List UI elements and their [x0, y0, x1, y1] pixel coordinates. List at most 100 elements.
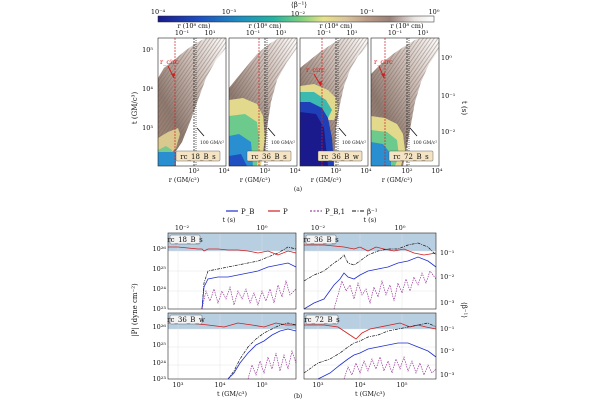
plot-frame: [299, 37, 369, 167]
panel-tag-box: [169, 234, 201, 245]
right-tick: 10⁻¹: [440, 249, 455, 257]
rcirc-label: r_circ: [160, 58, 179, 66]
grid: [304, 233, 436, 309]
left-tick: 10⁵: [142, 46, 153, 54]
panel-a3: r (10⁸ cm) 10⁻¹ 10¹ r_circ 100 GM/c² rc_…: [299, 22, 372, 184]
bottom-axis-label: r (GM/c²): [311, 176, 342, 184]
figure-b: P_B P P_B,1 β⁻¹ t (s) t (s) 10⁻² 10⁰ 10⁻…: [131, 208, 468, 400]
panel-tag: rc_36_B_w: [167, 316, 205, 324]
right-tick: 10⁻¹: [441, 92, 456, 100]
series-beta: [303, 322, 437, 374]
line-label: 100 GM/c²: [200, 140, 224, 146]
top-tick: 10⁻²: [311, 224, 326, 232]
line-arrow: [409, 127, 418, 137]
colorbar-tick: 10⁻¹: [360, 8, 375, 16]
right-axis-label: ⟨β⁻¹⟩: [460, 302, 468, 318]
colorbar: [157, 15, 435, 23]
top-tick: 10⁻¹: [175, 29, 190, 37]
series-PB1: [201, 279, 297, 310]
top-tick: 10⁻¹: [388, 29, 403, 37]
left-axis-label: t (GM/c³): [131, 92, 139, 125]
bottom-axis-label: r (GM/c²): [240, 176, 271, 184]
legend-label: P: [283, 208, 288, 216]
bottom-tick: 10²: [260, 167, 271, 175]
top-axis-label: r (10⁸ cm): [320, 22, 353, 30]
line-label: 100 GM/c²: [271, 140, 295, 146]
top-axis-label: r (10⁸ cm): [178, 22, 211, 30]
legend-label: β⁻¹: [367, 208, 378, 216]
legend-label: P_B: [241, 208, 254, 216]
bottom-tick: 10⁴: [219, 167, 230, 175]
panel-a1: r (10⁸ cm) 10⁻¹ 10¹ r_circ 100 GM/c² rc_…: [157, 22, 230, 184]
colorbar-ticks: 10⁻⁴ 10⁻³ 10⁻² 10⁻¹ 10⁰: [151, 8, 440, 18]
bottom-tick: 10³: [173, 381, 184, 389]
top-tick: 10¹: [418, 29, 429, 37]
rcirc-arrowhead: [171, 73, 175, 78]
series-PB: [317, 342, 437, 380]
panel-tag-box: [246, 150, 292, 162]
rcirc-arrowhead: [381, 73, 385, 78]
panel-tag: rc_36_B_w: [321, 153, 359, 161]
panel-tag-box: [317, 150, 363, 162]
bottom-tick: 10⁴: [355, 381, 366, 389]
panel-b3: rc_36_B_w 10²⁶ 10²⁵ 10²⁴ 10²³ 10³ 10⁴ 10…: [153, 312, 297, 398]
panel-b1: rc_18_B_s 10²⁶ 10²⁵ 10²⁴ 10²³: [153, 232, 297, 313]
colorbar-title: ⟨β⁻¹⟩: [291, 1, 307, 9]
left-tick: 10²⁶: [153, 323, 167, 331]
rcirc-arrowhead: [318, 81, 322, 86]
panel-tag-box: [305, 314, 339, 325]
series-beta: [201, 246, 297, 310]
panel-a4: r (10⁸ cm) 10⁻¹ 10¹ r_circ 100 GM/c² rc_…: [370, 22, 443, 184]
colormap-deep: [229, 154, 247, 166]
bottom-axis-label: t (GM/c³): [355, 390, 385, 398]
bottom-tick: 10⁴: [290, 167, 301, 175]
left-tick: 10²⁵: [153, 265, 167, 273]
top-tick: 10⁻¹: [246, 29, 261, 37]
panel-tag: rc_18_B_s: [180, 153, 216, 161]
left-tick: 10³: [142, 124, 153, 132]
bottom-tick: 10⁵: [397, 381, 408, 389]
panel-tag: rc_36_B_s: [251, 153, 287, 161]
caption-a: (a): [294, 186, 302, 193]
plot-frame: [167, 232, 297, 310]
top-tick: 10¹: [276, 29, 287, 37]
panel-tag: rc_72_B_s: [304, 316, 340, 324]
right-tick: 10⁰: [441, 54, 452, 62]
right-tick: 10⁻³: [440, 371, 455, 379]
top-tick: 10⁰: [257, 224, 268, 232]
legend-label: P_B,1: [325, 208, 345, 216]
bottom-tick: 10⁴: [432, 167, 443, 175]
line-arrow: [196, 127, 205, 137]
rcirc-label: r_circ: [374, 58, 393, 66]
line-label: 100 GM/c²: [413, 140, 437, 146]
left-tick: 10²⁴: [153, 359, 167, 367]
right-tick: 10⁻²: [441, 128, 456, 136]
right-tick: 10⁻²: [440, 273, 455, 281]
top-tick: 10⁰: [395, 224, 406, 232]
plot-frame: [303, 312, 437, 380]
panel-tag-box: [175, 150, 221, 162]
bottom-tick: 10²: [331, 167, 342, 175]
bottom-tick: 10⁴: [215, 381, 226, 389]
line-arrow: [267, 127, 276, 137]
colorbar-tick: 10⁻²: [291, 10, 306, 18]
bottom-axis-label: r (GM/c²): [169, 176, 200, 184]
top-axis-label: r (10⁸ cm): [391, 22, 424, 30]
bottom-axis-label: t (GM/c³): [217, 390, 247, 398]
bottom-tick: 10³: [313, 381, 324, 389]
panel-a2: r (10⁸ cm) 10⁻¹ 10¹ 100 GM/c² rc_36_B_s …: [228, 22, 301, 184]
series-PB1: [247, 349, 297, 380]
figure-a: ⟨β⁻¹⟩ 10⁻⁴ 10⁻³ 10⁻² 10⁻¹ 10⁰ t (GM/c³) …: [131, 1, 468, 193]
left-tick: 10⁴: [142, 85, 153, 93]
left-tick: 10²⁴: [153, 285, 167, 293]
panel-b2: rc_36_B_s 10⁻¹ 10⁻² 10⁻³: [303, 232, 455, 310]
line-label: 100 GM/c²: [342, 140, 366, 146]
top-axis-label: t (s): [222, 216, 236, 224]
plot-frame: [228, 37, 298, 167]
series-P: [168, 246, 297, 256]
right-axis-label: t (s): [460, 101, 468, 115]
rcirc-label: r_circ: [306, 66, 325, 74]
line-arrow: [338, 127, 347, 137]
right-tick: 10⁻²: [440, 347, 455, 355]
